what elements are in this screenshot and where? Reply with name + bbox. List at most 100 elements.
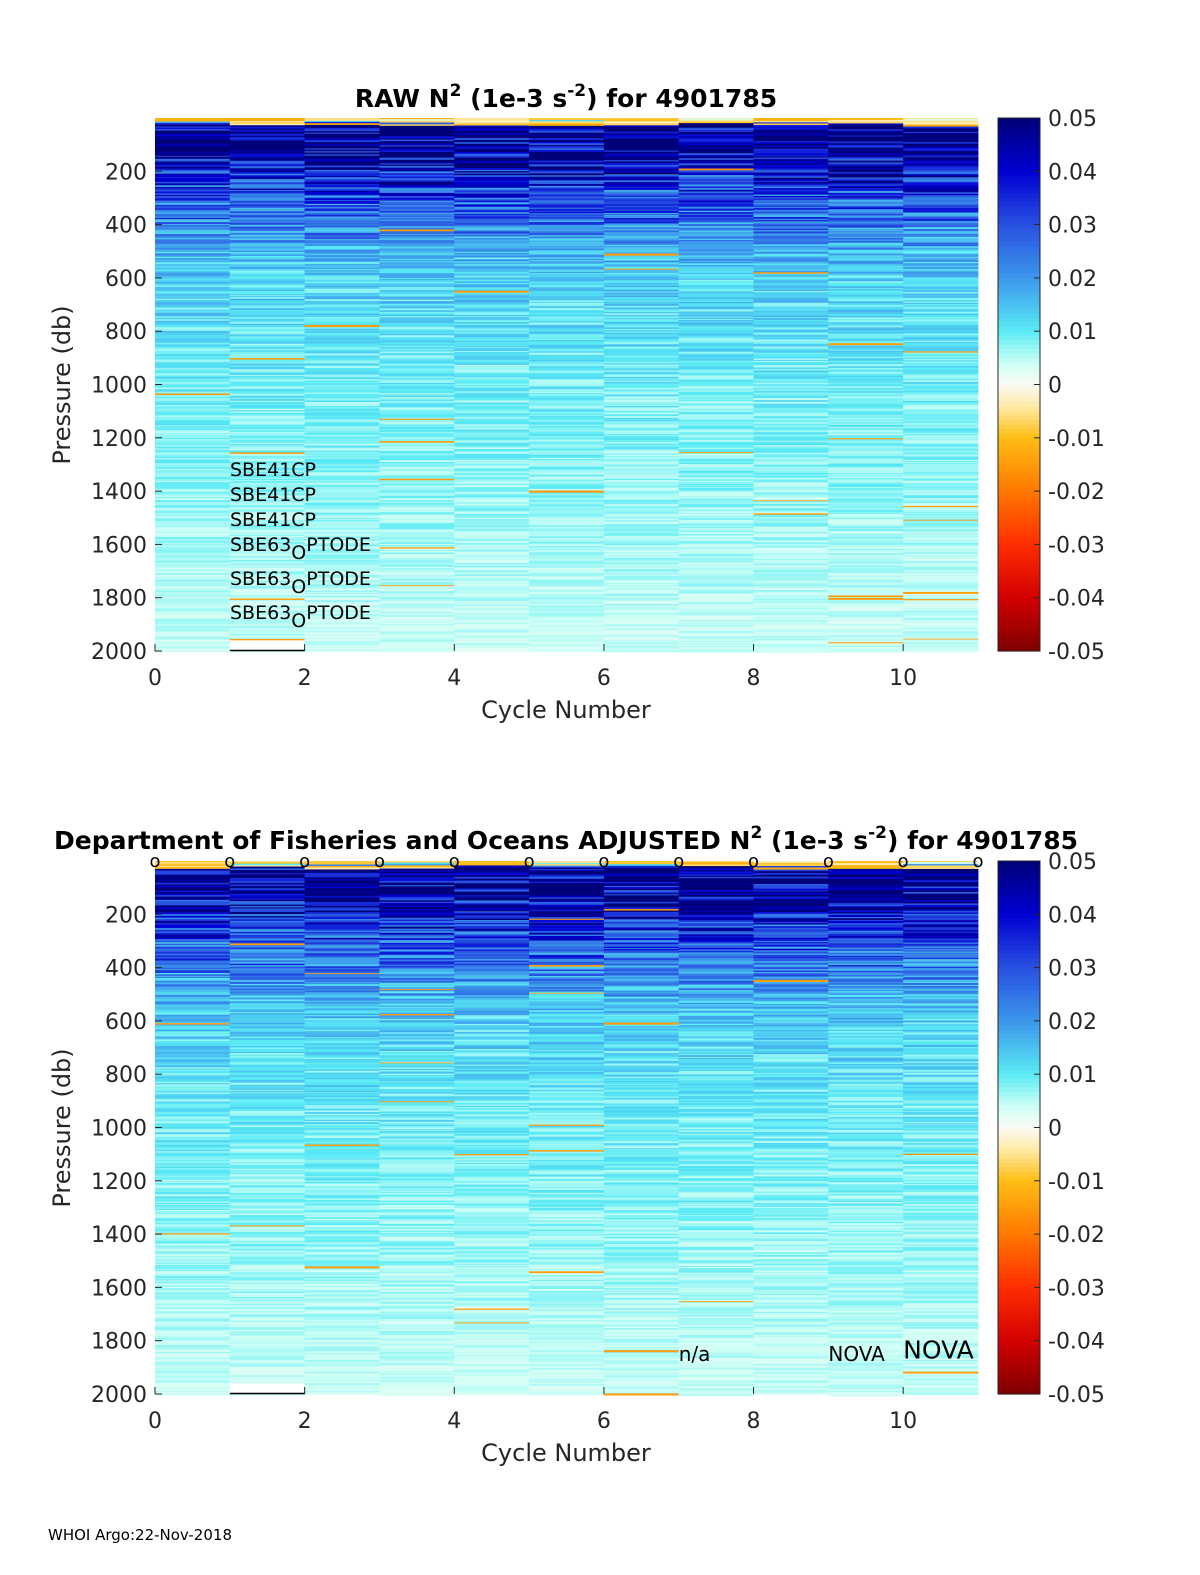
n2-band bbox=[155, 1107, 231, 1110]
n2-band bbox=[379, 544, 455, 546]
n2-band bbox=[155, 1148, 231, 1151]
n2-band bbox=[454, 250, 530, 253]
n2-band bbox=[753, 235, 829, 237]
n2-band bbox=[828, 430, 904, 434]
n2-band bbox=[155, 1069, 231, 1072]
n2-band bbox=[529, 386, 605, 389]
n2-band bbox=[229, 350, 306, 353]
n2-band bbox=[304, 941, 380, 944]
n2-band bbox=[155, 417, 231, 420]
colorbar-tick-label: 0.04 bbox=[1048, 160, 1097, 185]
n2-band bbox=[678, 405, 754, 409]
n2-band bbox=[229, 1317, 306, 1320]
n2-band bbox=[603, 323, 680, 326]
colorbar-segment bbox=[998, 451, 1040, 457]
n2-band bbox=[304, 132, 380, 135]
n2-band bbox=[678, 477, 754, 480]
n2-band bbox=[903, 370, 979, 373]
n2-band bbox=[454, 516, 530, 519]
n2-band bbox=[828, 197, 904, 200]
n2-band bbox=[155, 274, 231, 278]
n2-band bbox=[753, 191, 829, 194]
n2-band bbox=[603, 469, 680, 472]
n2-band bbox=[155, 188, 231, 191]
n2-band bbox=[753, 359, 829, 362]
n2-band bbox=[379, 174, 455, 178]
n2-band bbox=[155, 986, 231, 990]
n2-band bbox=[304, 185, 380, 188]
n2-band bbox=[828, 607, 904, 611]
n2-band bbox=[304, 203, 380, 206]
n2-band bbox=[379, 431, 455, 434]
n2-band bbox=[155, 261, 231, 264]
n2-band bbox=[753, 380, 829, 384]
n2-band bbox=[828, 293, 904, 296]
n2-band bbox=[155, 1311, 231, 1313]
n2-band bbox=[753, 228, 829, 231]
n2-band bbox=[155, 908, 231, 910]
n2-band bbox=[603, 308, 680, 311]
n2-band bbox=[828, 254, 904, 256]
n2-band bbox=[454, 550, 530, 553]
n2-band bbox=[229, 1200, 306, 1203]
n2-band bbox=[903, 331, 979, 334]
n2-band bbox=[678, 567, 754, 570]
n2-band bbox=[603, 305, 680, 309]
n2-band bbox=[229, 1282, 306, 1285]
n2-band bbox=[304, 195, 380, 198]
n2-band bbox=[454, 264, 530, 267]
n2-band bbox=[903, 242, 979, 246]
n2-band bbox=[828, 204, 904, 208]
n2-band bbox=[229, 1133, 306, 1136]
n2-band bbox=[155, 309, 231, 313]
n2-band bbox=[229, 545, 306, 549]
n2-band bbox=[678, 489, 754, 492]
n2-band bbox=[229, 1143, 306, 1146]
n2-band bbox=[304, 964, 380, 966]
n2-band bbox=[903, 329, 979, 331]
n2-band bbox=[155, 1202, 231, 1205]
n2-band bbox=[155, 1076, 231, 1079]
n2-band bbox=[379, 302, 455, 305]
n2-band bbox=[529, 632, 605, 634]
n2-band bbox=[529, 358, 605, 361]
n2-band bbox=[603, 211, 680, 214]
n2-band bbox=[753, 459, 829, 462]
n2-band bbox=[828, 203, 904, 205]
n2-band bbox=[229, 204, 306, 207]
n2-band bbox=[155, 1027, 231, 1031]
n2-band bbox=[229, 895, 306, 898]
n2-band bbox=[155, 445, 231, 448]
n2-band bbox=[229, 1353, 306, 1356]
n2-band bbox=[529, 540, 605, 543]
n2-band bbox=[678, 224, 754, 226]
n2-band bbox=[379, 186, 455, 189]
n2-band bbox=[603, 499, 680, 503]
n2-band bbox=[903, 240, 979, 243]
n2-band bbox=[454, 637, 530, 640]
n2-band bbox=[379, 342, 455, 346]
n2-band bbox=[379, 448, 455, 452]
n2-band bbox=[155, 415, 231, 418]
n2-band bbox=[379, 498, 455, 501]
n2-band bbox=[828, 220, 904, 223]
n2-band bbox=[903, 489, 979, 491]
colorbar-segment bbox=[998, 251, 1040, 257]
n2-band bbox=[229, 1242, 306, 1245]
n2-band bbox=[379, 303, 455, 307]
n2-band bbox=[678, 219, 754, 223]
n2-band bbox=[379, 415, 455, 418]
n2-band bbox=[229, 400, 306, 403]
n2-band bbox=[903, 199, 979, 202]
n2-band bbox=[155, 553, 231, 557]
n2-band bbox=[454, 533, 530, 536]
n2-band bbox=[903, 326, 979, 329]
n2-band bbox=[155, 383, 231, 387]
n2-band bbox=[304, 395, 380, 398]
n2-band bbox=[155, 528, 231, 532]
n2-band bbox=[678, 275, 754, 278]
n2-band bbox=[304, 261, 380, 263]
n2-band bbox=[304, 529, 380, 532]
n2-band bbox=[529, 168, 605, 171]
n2-band bbox=[379, 243, 455, 246]
